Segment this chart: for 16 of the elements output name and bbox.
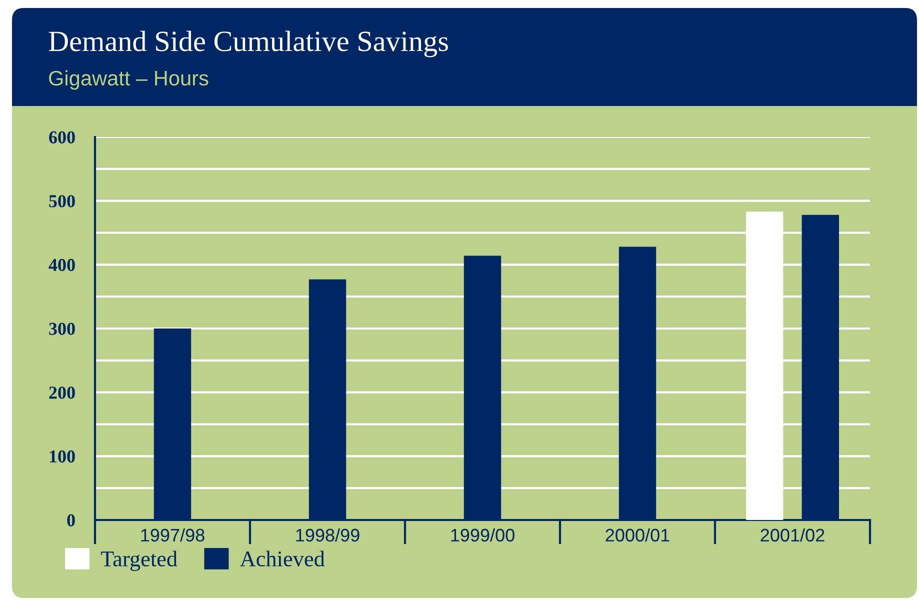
x-tick-label: 2000/01	[606, 528, 670, 542]
x-tick-label: 2001/02	[760, 528, 824, 542]
y-tick-label: 600	[49, 131, 75, 144]
legend-label: Achieved	[240, 550, 325, 566]
x-tick-label: 1999/00	[451, 528, 514, 542]
chart-subtitle: Gigawatt – Hours	[49, 70, 208, 90]
y-tick-label: 400	[48, 258, 75, 272]
y-tick-label: 200	[49, 386, 75, 399]
y-tick-label: 500	[49, 195, 75, 208]
chart-title: Demand Side Cumulative Savings	[48, 30, 448, 58]
y-tick-label: 100	[50, 450, 75, 463]
legend-label: Targeted	[100, 550, 178, 571]
y-tick-label: 300	[49, 322, 75, 335]
x-tick-label: 1997/98	[141, 528, 204, 542]
x-tick-label: 1998/99	[296, 528, 360, 542]
y-tick-label: 0	[67, 514, 75, 526]
